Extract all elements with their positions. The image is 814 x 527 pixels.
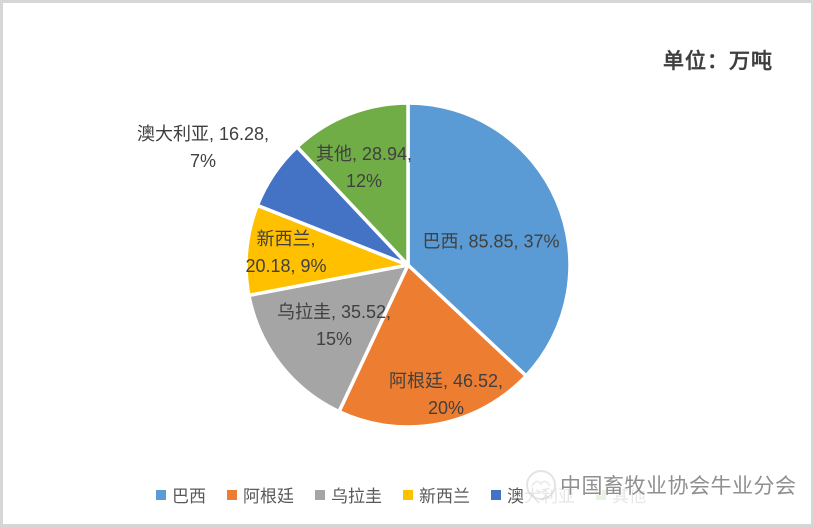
legend-item-new-zealand: 新西兰 [403,482,470,507]
legend-label-uruguay: 乌拉圭 [331,487,382,506]
legend-marker-uruguay [315,489,325,500]
slice-label-brazil: 巴西, 85.85, 37% [422,231,560,252]
slice-label-uruguay: 乌拉圭, 35.52, 15% [276,302,392,349]
pie-chart [244,101,572,429]
legend-label-brazil: 巴西 [172,487,206,506]
legend-item-uruguay: 乌拉圭 [315,482,382,507]
slice-label-argentina: 阿根廷, 46.52, 20% [388,371,504,418]
slice-label-australia: 澳大利亚, 16.28, 7% [136,124,270,171]
pie-slice-new-zealand [244,203,410,298]
pie-slice-other [295,101,410,267]
caaa-logo-icon [526,470,556,500]
legend-label-argentina: 阿根廷 [243,487,294,506]
legend-marker-australia [491,489,501,500]
watermark: 中国畜牧业协会牛业分会 [524,462,810,508]
pie-slice-brazil [406,101,572,378]
legend-marker-brazil [156,489,166,500]
watermark-text: 中国畜牧业协会牛业分会 [560,475,797,498]
slice-label-new-zealand: 新西兰, 20.18, 9% [245,229,327,276]
legend-item-brazil: 巴西 [156,482,206,507]
unit-title: 单位：万吨 [663,48,773,73]
legend-item-argentina: 阿根廷 [227,482,294,507]
legend-marker-new-zealand [403,489,413,500]
legend-label-new-zealand: 新西兰 [419,487,470,506]
legend-marker-argentina [227,489,237,500]
pie-slice-argentina [337,263,528,429]
slice-label-other: 其他, 28.94, 12% [315,144,413,191]
pie-slice-uruguay [247,263,410,414]
